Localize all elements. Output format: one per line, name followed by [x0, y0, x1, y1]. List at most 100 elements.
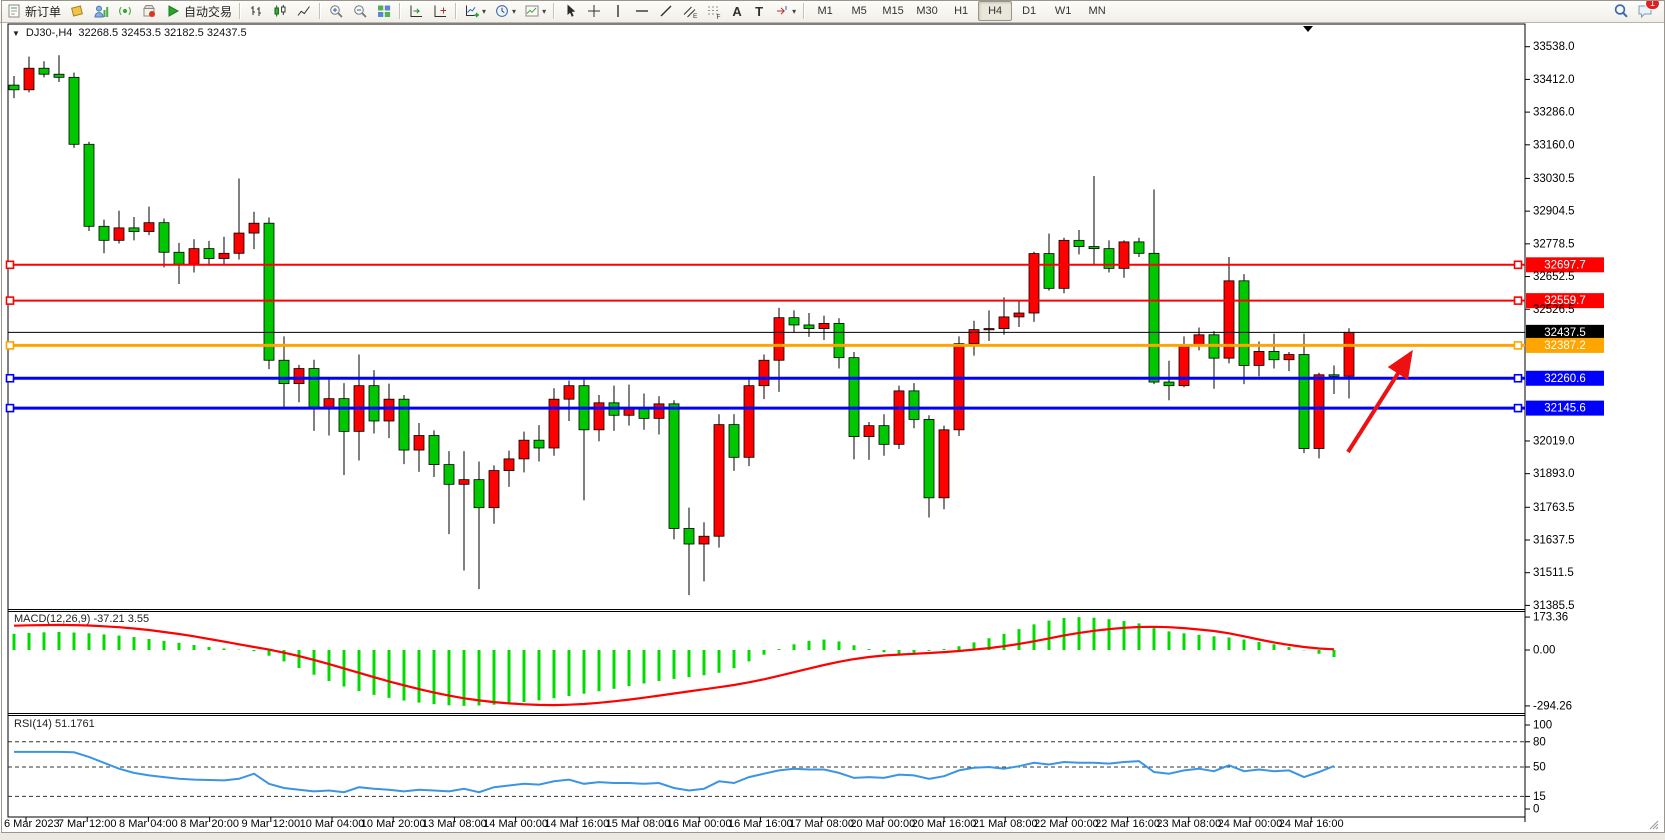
chevron-down-icon: ▾ — [482, 6, 487, 16]
vertical-line-button[interactable] — [606, 0, 630, 22]
line-chart-button[interactable] — [292, 0, 316, 22]
zoom-out-button[interactable] — [348, 0, 372, 22]
candle — [1118, 241, 1130, 269]
resize-grip[interactable] — [1649, 820, 1659, 830]
candle — [713, 424, 725, 537]
line-handle[interactable] — [1513, 260, 1523, 270]
timeframe-h4[interactable]: H4 — [978, 1, 1013, 21]
line-handle[interactable] — [1513, 341, 1523, 350]
chart-area[interactable]: 32697.7 32559.7 32437.5 32387.2 32260.6 32145… — [0, 23, 1665, 840]
price-tick-label: 33538.0 — [1533, 41, 1575, 53]
arrows-button[interactable]: ▾ — [770, 0, 800, 22]
market-watch-button[interactable] — [89, 0, 113, 22]
macd-indicator-name: MACD(12,26,9) — [14, 613, 91, 625]
crosshair-icon — [588, 5, 601, 17]
rsi-tick-label: 80 — [1533, 736, 1546, 748]
text-label-button[interactable]: T — [748, 0, 770, 22]
timeframe-label: H1 — [954, 5, 969, 17]
timeframe-d1[interactable]: D1 — [1012, 1, 1046, 21]
timeframe-m15[interactable]: M15 — [876, 1, 910, 21]
clock-icon — [496, 5, 508, 17]
candle — [803, 324, 815, 329]
crosshair-button[interactable] — [582, 0, 606, 22]
main-toolbar: 新订单 自动交易 ▾ ▾ ▾ E F A T ▾ M1 M5 M15 M30 H1 H4 D1 W1 MN 1 — [0, 0, 1665, 23]
chart-shift-marker[interactable] — [1303, 26, 1313, 32]
notifications-button[interactable]: 1 — [1633, 0, 1660, 22]
line-handle[interactable] — [5, 373, 15, 383]
toolbar-group-timeframes: M1 M5 M15 M30 H1 H4 D1 W1 MN — [808, 0, 1114, 22]
fibonacci-button[interactable]: F — [702, 0, 726, 22]
candle — [758, 359, 770, 387]
auto-trading-button[interactable]: 自动交易 — [161, 0, 236, 22]
tiles-icon — [378, 5, 391, 17]
new-order-button-label: 新订单 — [25, 4, 62, 19]
time-label: 16 Mar 00:00 — [667, 818, 732, 830]
candle — [1088, 246, 1100, 250]
zoom-in-button[interactable] — [324, 0, 348, 22]
ohlc-bars-icon — [251, 6, 262, 16]
search-button[interactable] — [1609, 0, 1633, 22]
candle — [833, 322, 845, 359]
market-button[interactable] — [137, 0, 161, 22]
line-handle[interactable] — [5, 341, 15, 350]
line-handle[interactable] — [5, 260, 15, 270]
tile-windows-button[interactable] — [372, 0, 396, 22]
timeframe-h1[interactable]: H1 — [944, 1, 978, 21]
symbol-dropdown-icon[interactable]: ▼ — [12, 28, 20, 38]
timeframe-w1[interactable]: W1 — [1046, 1, 1080, 21]
timeframe-label: M1 — [817, 5, 833, 17]
line-handle[interactable] — [5, 296, 15, 305]
price-line-label-box — [1526, 293, 1604, 309]
periods-button[interactable]: ▾ — [490, 0, 520, 22]
timeframe-m30[interactable]: M30 — [910, 1, 944, 21]
trendline-button[interactable] — [654, 0, 678, 22]
line-handle[interactable] — [1513, 296, 1523, 305]
templates-button[interactable]: ▾ — [520, 0, 550, 22]
candle — [878, 425, 890, 445]
candle — [488, 470, 500, 509]
symbol-period-label: DJ30-,H4 — [25, 27, 73, 39]
line-handle[interactable] — [1513, 403, 1523, 413]
cursor-button[interactable] — [558, 0, 582, 22]
price-tick-label: 31637.5 — [1533, 535, 1575, 547]
timeframe-m5[interactable]: M5 — [842, 1, 876, 21]
timeframe-m1[interactable]: M1 — [808, 1, 842, 21]
text-button[interactable]: A — [726, 0, 748, 22]
candle — [1103, 248, 1115, 269]
trend-arrow-annotation[interactable] — [1346, 349, 1413, 454]
timeframe-label: W1 — [1054, 5, 1072, 17]
candlestick-chart-button[interactable] — [268, 0, 292, 22]
rsi-tick-label: 0 — [1533, 804, 1539, 816]
timeframe-mn[interactable]: MN — [1080, 1, 1114, 21]
candle — [668, 403, 680, 529]
candle — [113, 227, 125, 241]
auto-scroll-button[interactable] — [404, 0, 428, 22]
candle — [623, 408, 635, 416]
bar-chart-button[interactable] — [244, 0, 268, 22]
toolbar-group-scroll-shift — [404, 0, 452, 22]
signals-button[interactable] — [113, 0, 137, 22]
equidistant-channel-button[interactable]: E — [678, 0, 702, 22]
new-order-button[interactable]: 新订单 — [2, 0, 65, 22]
toolbar-separator — [399, 3, 402, 19]
macd-pane-label: MACD(12,26,9) -37.21 3.55 — [14, 613, 149, 625]
chart-window-button[interactable] — [65, 0, 89, 22]
candle — [143, 222, 155, 232]
toolbar-separator — [553, 3, 556, 19]
candle — [443, 464, 455, 485]
zoom-in-icon — [330, 5, 343, 18]
horizontal-line-button[interactable] — [630, 0, 654, 22]
vline-icon — [617, 5, 619, 17]
macd-tick-label: 173.36 — [1533, 612, 1568, 624]
timeframe-label: M30 — [916, 5, 938, 17]
candle — [53, 73, 65, 78]
indicators-button[interactable]: ▾ — [460, 0, 490, 22]
line-handle[interactable] — [1513, 373, 1523, 383]
current-price-label: 32437.5 — [1544, 327, 1586, 339]
macd-tick-label: 0.00 — [1533, 645, 1555, 657]
candle — [1298, 354, 1310, 449]
line-handle[interactable] — [5, 403, 15, 413]
candle — [533, 439, 545, 449]
chart-shift-button[interactable] — [428, 0, 452, 22]
